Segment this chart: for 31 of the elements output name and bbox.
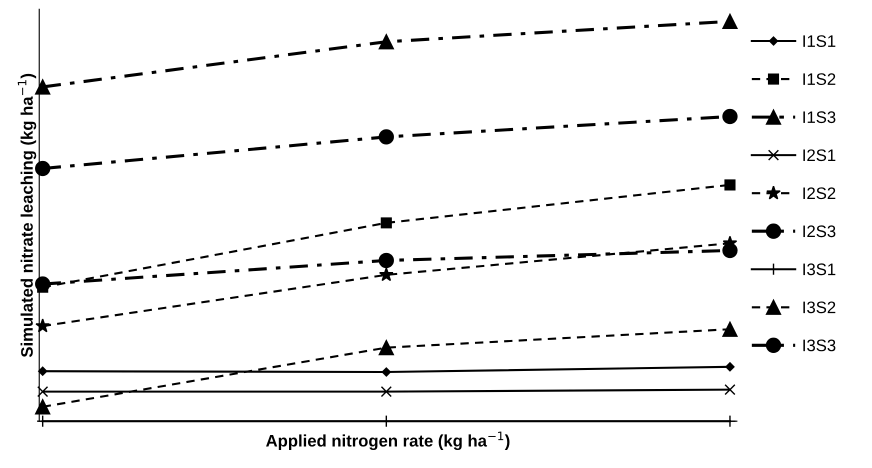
point [378, 34, 394, 50]
legend-label: I3S1 [803, 263, 836, 276]
point [724, 179, 736, 190]
point [379, 267, 394, 282]
legend-label: I2S3 [803, 225, 836, 238]
point [378, 340, 394, 356]
point [38, 366, 48, 376]
point [35, 79, 50, 95]
legend-label: I3S3 [803, 340, 836, 352]
y-axis-title: Simulated nitrate leaching (kg ha$^{−1}$) [18, 74, 36, 358]
x-axis-title: Applied nitrogen rate (kg ha$^{−1}$) [266, 432, 510, 450]
legend-label: I2S1 [803, 149, 836, 162]
point [35, 399, 50, 414]
point [380, 386, 392, 398]
point [378, 129, 394, 145]
legend-label: I3S2 [803, 301, 836, 314]
legend-label: I1S2 [803, 73, 836, 86]
point [725, 362, 735, 372]
point [722, 14, 738, 29]
point [722, 322, 738, 337]
point [380, 217, 392, 228]
point [378, 252, 394, 268]
point [35, 160, 50, 176]
legend-label: I1S3 [803, 111, 836, 124]
point [724, 384, 736, 396]
point [722, 108, 738, 124]
legend-label: I1S1 [803, 35, 836, 48]
legend-label: I2S2 [803, 187, 836, 200]
point [382, 367, 391, 377]
point [35, 318, 50, 332]
point [37, 386, 48, 398]
